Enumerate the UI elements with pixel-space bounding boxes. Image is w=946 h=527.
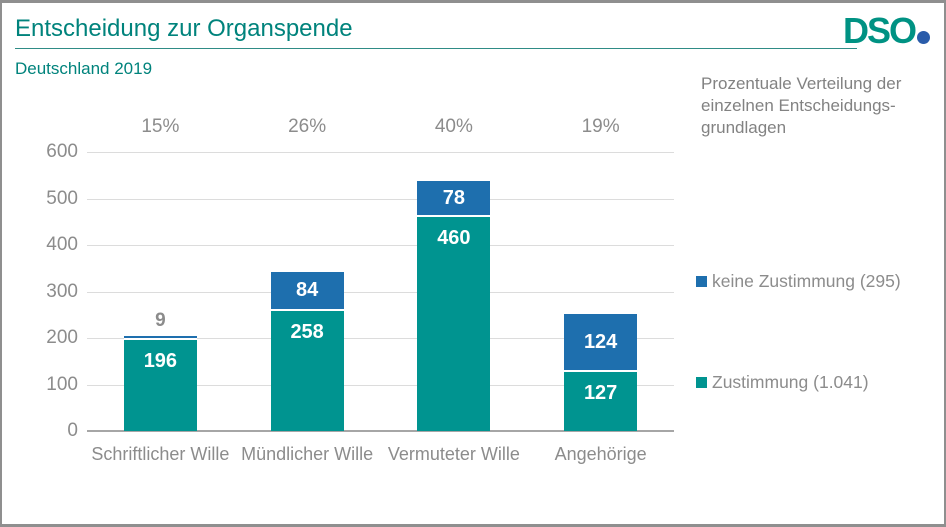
dso-logo-dot-icon <box>917 31 930 45</box>
bar-segment-keine-zustimmung: 78 <box>417 180 491 218</box>
legend-swatch-teal-icon <box>696 377 707 388</box>
legend-item-keine-zustimmung: keine Zustimmung (295) <box>696 271 901 292</box>
bar-segment-zustimmung: 460 <box>417 217 491 431</box>
y-axis-tick-label: 100 <box>46 373 78 395</box>
gridline <box>87 384 674 386</box>
chart-description: Prozentuale Verteilung der einzelnen Ent… <box>701 73 901 139</box>
gridline <box>87 198 674 200</box>
legend-item-zustimmung: Zustimmung (1.041) <box>696 372 869 393</box>
bar-segment-keine-zustimmung <box>123 335 197 340</box>
bar-value-label: 84 <box>296 279 319 302</box>
bar-chart: 0 100 200 300 400 500 600 196 9 15% Schriftlicher … <box>2 3 702 524</box>
percent-label: 15% <box>141 116 180 137</box>
chart-description-line: grundlagen <box>701 118 787 137</box>
bar-value-label: 124 <box>583 331 618 354</box>
legend-label: Zustimmung (1.041) <box>712 372 869 392</box>
bar-segment-keine-zustimmung: 84 <box>270 271 344 312</box>
y-axis-tick-label: 300 <box>46 280 78 302</box>
bar-value-label: 258 <box>290 321 324 344</box>
bar-value-label: 78 <box>442 186 465 209</box>
gridline <box>87 291 674 293</box>
x-axis-category-label: Mündlicher Wille <box>241 444 374 464</box>
y-axis-tick-label: 400 <box>46 234 78 255</box>
bar-value-label-outside: 9 <box>155 309 166 331</box>
bar-segment-keine-zustimmung: 124 <box>564 314 638 372</box>
page-title: Entscheidung zur Organspende <box>15 15 353 42</box>
chart-description-line: einzelnen Entscheidungs- <box>701 96 896 115</box>
bar-segment-zustimmung: 196 <box>123 339 197 431</box>
gridline <box>87 338 674 339</box>
bar-value-label: 127 <box>583 381 618 404</box>
bar-value-label: 196 <box>143 349 178 372</box>
legend-swatch-blue-icon <box>696 276 707 287</box>
x-axis-category-label: Schriftlicher Wille <box>91 444 230 464</box>
subtitle: Deutschland 2019 <box>15 59 153 78</box>
percent-label: 19% <box>581 116 620 137</box>
y-axis-tick-label: 500 <box>46 187 78 209</box>
dso-logo-text: DSO <box>842 10 917 51</box>
x-axis-line <box>87 430 674 432</box>
dso-logo: DSO <box>842 10 930 51</box>
x-axis-category-label: Angehörige <box>554 444 647 464</box>
legend-label: keine Zustimmung (295) <box>712 271 901 291</box>
gridline <box>87 152 674 153</box>
title-underline <box>15 48 857 49</box>
y-axis-tick-label: 200 <box>46 327 78 348</box>
bar-segment-zustimmung: 258 <box>270 311 344 431</box>
percent-label: 26% <box>288 116 327 137</box>
y-axis-tick-label: 600 <box>46 141 78 162</box>
bar-value-label: 460 <box>437 227 471 250</box>
bar-segment-zustimmung: 127 <box>564 371 638 431</box>
chart-description-line: Prozentuale Verteilung der <box>701 74 902 93</box>
x-axis-category-label: Vermuteter Wille <box>387 444 520 464</box>
gridline <box>87 245 674 246</box>
y-axis-tick-label: 0 <box>67 420 78 441</box>
percent-label: 40% <box>434 116 473 137</box>
